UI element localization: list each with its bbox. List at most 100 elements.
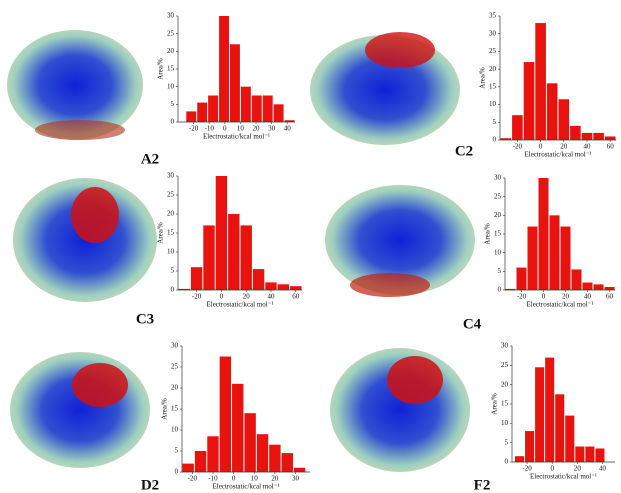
panel-label: A2 — [141, 151, 159, 167]
y-tick-label: 0 — [175, 468, 179, 476]
bar — [524, 62, 535, 140]
x-tick-label: -20 — [522, 465, 532, 473]
bar — [241, 225, 252, 290]
y-tick-label: 20 — [167, 47, 175, 55]
bar — [515, 456, 524, 462]
y-tick-label: 0 — [171, 118, 175, 126]
bar — [605, 287, 615, 290]
bar — [244, 413, 255, 472]
x-tick-label: 0 — [220, 293, 224, 301]
y-tick-label: 5 — [175, 447, 179, 455]
molecule-c4 — [325, 185, 475, 297]
x-tick-label: 40 — [584, 293, 592, 301]
y-tick-label: 25 — [501, 361, 509, 369]
bar — [565, 416, 574, 462]
bar — [186, 111, 196, 122]
x-tick-label: 40 — [268, 293, 276, 301]
bar — [605, 136, 616, 140]
x-axis-label: Electrostatic/kcal mol⁻¹ — [212, 483, 279, 491]
x-tick-label: 30 — [292, 475, 300, 483]
y-tick-label: 15 — [171, 405, 179, 413]
bar — [582, 133, 593, 140]
bar — [294, 468, 305, 472]
bar — [535, 23, 546, 140]
x-tick-label: 0 — [223, 125, 227, 133]
x-tick-label: -10 — [208, 475, 218, 483]
bar — [282, 453, 293, 472]
x-tick-label: 0 — [539, 143, 543, 151]
molecule-a2 — [7, 30, 143, 140]
bar — [197, 103, 207, 122]
y-tick-label: 0 — [493, 136, 497, 144]
y-tick-label: 0 — [505, 458, 509, 466]
y-tick-label: 25 — [171, 363, 179, 371]
bar — [195, 451, 206, 472]
x-tick-label: 10 — [251, 475, 259, 483]
bar — [241, 87, 251, 122]
x-tick-label: 20 — [271, 475, 279, 483]
x-tick-label: 60 — [607, 143, 615, 151]
x-tick-label: 60 — [606, 293, 614, 301]
bar — [232, 384, 243, 472]
x-axis-label: Electrostatic/kcal mol⁻¹ — [530, 473, 597, 481]
y-tick-label: 10 — [167, 248, 175, 256]
bar — [539, 178, 549, 290]
y-tick-label: 20 — [489, 65, 497, 73]
x-tick-label: -10 — [205, 125, 215, 133]
bar — [559, 99, 570, 140]
bar — [570, 126, 581, 140]
bar — [269, 445, 280, 472]
x-tick-label: -20 — [189, 125, 199, 133]
x-tick-label: -20 — [188, 475, 198, 483]
x-tick-label: 60 — [292, 293, 300, 301]
y-axis-label: Area/% — [161, 398, 169, 420]
figure: 051015202530-20-10010203040Electrostatic… — [0, 0, 621, 493]
y-axis-label: Area/% — [157, 222, 165, 244]
y-tick-label: 35 — [489, 12, 497, 20]
y-tick-label: 10 — [501, 419, 509, 427]
bar — [278, 284, 289, 290]
bar — [230, 44, 240, 122]
y-tick-label: 5 — [171, 100, 175, 108]
y-axis-label: Area/% — [491, 393, 499, 415]
y-tick-label: 5 — [171, 267, 175, 275]
x-axis-label: Electrostatic/kcal mol⁻¹ — [526, 301, 593, 309]
bar — [561, 227, 571, 290]
x-tick-label: 20 — [574, 465, 582, 473]
panel-label: F2 — [474, 477, 491, 493]
y-tick-label: 15 — [167, 65, 175, 73]
y-tick-label: 15 — [167, 229, 175, 237]
y-tick-label: 0 — [498, 286, 502, 294]
y-tick-label: 5 — [493, 118, 497, 126]
y-tick-label: 5 — [498, 267, 502, 275]
bar — [203, 225, 214, 290]
x-tick-label: 30 — [268, 125, 276, 133]
bar — [545, 358, 554, 462]
bar — [517, 268, 527, 290]
y-tick-label: 15 — [489, 82, 497, 90]
y-tick-label: 30 — [489, 29, 497, 37]
bar — [555, 394, 564, 462]
bar — [253, 269, 264, 290]
bar — [594, 284, 604, 290]
bar — [528, 227, 538, 290]
bar — [228, 214, 239, 290]
bar — [583, 283, 593, 290]
x-tick-label: 0 — [542, 293, 546, 301]
panel-label: C4 — [463, 316, 482, 332]
x-tick-label: 20 — [253, 125, 261, 133]
bar — [525, 431, 534, 462]
panel-label: D2 — [141, 477, 159, 493]
y-tick-label: 30 — [501, 342, 509, 350]
bar — [585, 447, 594, 462]
x-axis-label: Electrostatic/kcal mol⁻¹ — [206, 301, 273, 309]
y-tick-label: 0 — [171, 286, 175, 294]
bar — [512, 115, 523, 140]
x-axis-label: Electrostatic/kcal mol⁻¹ — [203, 133, 270, 141]
y-axis-label: Area/% — [484, 223, 492, 245]
x-tick-label: -20 — [517, 293, 527, 301]
molecule-f2 — [330, 348, 470, 472]
bar — [207, 436, 218, 472]
y-axis-label: Area/% — [479, 67, 487, 89]
y-tick-label: 30 — [494, 174, 502, 182]
